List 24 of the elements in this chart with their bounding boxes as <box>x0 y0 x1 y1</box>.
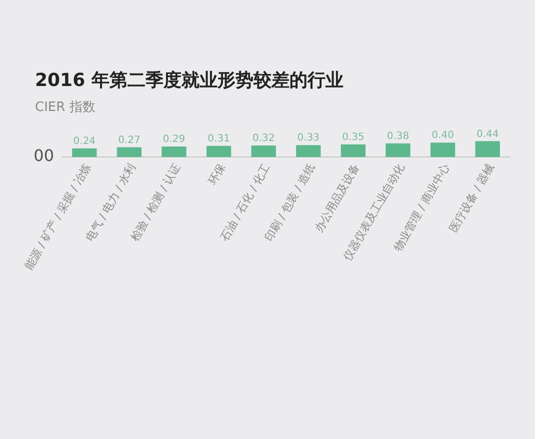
data-label: 0.29 <box>162 134 186 146</box>
bar <box>206 146 232 157</box>
bar <box>251 145 276 157</box>
data-label: 0.24 <box>73 136 96 147</box>
bar <box>340 144 366 157</box>
data-label: 0.40 <box>432 130 454 142</box>
data-label: 0.38 <box>386 130 410 142</box>
data-label: 0.33 <box>297 132 320 144</box>
x-tick-label: 环保 <box>206 161 228 187</box>
bar <box>386 143 410 157</box>
text: 00 <box>34 146 54 166</box>
data-label: 0.44 <box>476 128 499 140</box>
data-label: 0.31 <box>208 133 230 144</box>
bar <box>162 146 186 157</box>
bar <box>296 145 321 157</box>
bar <box>475 141 500 157</box>
bar <box>72 148 97 157</box>
data-label: 0.32 <box>252 133 275 144</box>
bar <box>430 142 456 157</box>
y-axis-title: CIER 指数 <box>35 99 96 116</box>
chart-title: 2016 年第二季度就业形势较差的行业 <box>35 69 344 92</box>
bar <box>116 147 142 157</box>
data-label: 0.35 <box>342 132 364 143</box>
data-label: 0.27 <box>118 134 140 146</box>
